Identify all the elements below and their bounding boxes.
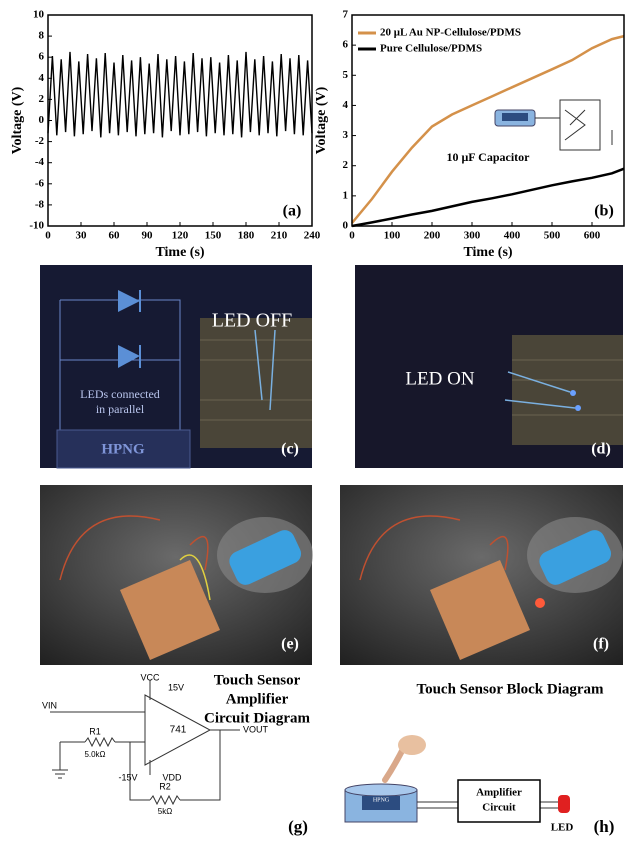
panel-label: (e) (281, 636, 299, 653)
x-tick-label: 300 (464, 230, 481, 242)
panel-label: (b) (594, 203, 614, 220)
circuit-title: Circuit Diagram (204, 710, 310, 726)
circuit-title: Amplifier (226, 691, 289, 707)
y-tick-label: -6 (35, 177, 45, 189)
circuit-label: VDD (162, 772, 182, 782)
block-label: Amplifier (476, 787, 522, 799)
y-axis-title: Voltage (V) (314, 86, 329, 154)
annotation: 10 μF Capacitor (446, 150, 530, 164)
block-label: LED (551, 822, 574, 834)
x-tick-label: 180 (238, 230, 255, 242)
circuit-label: 5.0kΩ (84, 750, 105, 759)
panel-label: (c) (281, 441, 299, 458)
y-tick-label: -4 (35, 156, 45, 168)
photo-d (355, 265, 623, 468)
series-line (351, 34, 625, 224)
x-tick-label: 90 (142, 230, 154, 242)
y-tick-label: 2 (39, 93, 45, 105)
panel-label: (d) (591, 441, 611, 458)
x-tick-label: 60 (109, 230, 121, 242)
led-off-label: LED OFF (212, 310, 293, 332)
legend-label: 20 μL Au NP-Cellulose/PDMS (380, 27, 521, 39)
x-tick-label: 100 (384, 230, 401, 242)
hpng-label: HPNG (101, 441, 145, 457)
plot-frame (47, 14, 313, 227)
x-tick-label: 120 (172, 230, 189, 242)
x-tick-label: 210 (271, 230, 288, 242)
y-axis-title: Voltage (V) (10, 86, 25, 154)
panel-label: (a) (283, 203, 302, 220)
block-diagram (344, 735, 570, 823)
circuit-label: -15V (118, 772, 137, 782)
block-label: Circuit (482, 802, 516, 814)
y-tick-label: 1 (343, 189, 349, 201)
y-tick-label: 5 (343, 69, 349, 81)
panel-label: (h) (594, 817, 615, 836)
x-tick-label: 0 (45, 230, 51, 242)
circuit-label: VIN (42, 700, 57, 710)
y-tick-label: -8 (35, 198, 45, 210)
y-tick-label: 7 (343, 9, 349, 21)
charts: 0 30 60 90 120 150 180 210 240-10-8-6-4-20246810… (10, 9, 625, 260)
circuit (50, 680, 240, 806)
photo-e (40, 485, 313, 665)
circuit-label: 741 (170, 725, 187, 736)
circuit-label: VOUT (243, 724, 269, 734)
led-caption: LEDs connected (80, 387, 160, 401)
photo-c (40, 265, 312, 469)
x-tick-label: 200 (424, 230, 441, 242)
circuit-label: 15V (168, 682, 184, 692)
y-tick-label: 0 (343, 220, 349, 232)
x-tick-label: 400 (504, 230, 521, 242)
y-tick-label: 4 (39, 72, 45, 84)
y-tick-label: -2 (35, 135, 45, 147)
x-tick-label: 240 (304, 230, 321, 242)
x-axis-title: Time (s) (463, 245, 512, 260)
legend-label: Pure Cellulose/PDMS (380, 43, 482, 55)
y-tick-label: 6 (39, 51, 45, 63)
x-tick-label: 150 (205, 230, 222, 242)
y-tick-label: 4 (343, 99, 349, 111)
circuit-label: 5kΩ (158, 807, 172, 816)
inset-circuit (494, 99, 613, 151)
y-tick-label: 6 (343, 39, 349, 51)
x-tick-label: 600 (584, 230, 601, 242)
x-axis-title: Time (s) (155, 245, 204, 260)
y-tick-label: 2 (343, 159, 349, 171)
led-on-label: LED ON (405, 368, 474, 389)
panel-label: (g) (288, 817, 308, 836)
circuit-title: Touch Sensor (214, 672, 301, 688)
x-tick-label: 30 (76, 230, 88, 242)
panel-label: (f) (593, 636, 609, 653)
y-tick-label: -10 (29, 220, 44, 232)
photo-f (340, 485, 623, 665)
plot-frame (351, 14, 625, 227)
led-caption: in parallel (96, 402, 145, 416)
y-tick-label: 3 (343, 129, 349, 141)
block-title: Touch Sensor Block Diagram (416, 681, 604, 697)
series-line (47, 51, 313, 138)
x-tick-label: 500 (544, 230, 561, 242)
circuit-label: R2 (159, 781, 171, 791)
y-tick-label: 10 (33, 9, 45, 21)
circuit-label: VCC (140, 672, 160, 682)
circuit-label: R1 (89, 726, 101, 736)
y-tick-label: 0 (39, 114, 45, 126)
y-tick-label: 8 (39, 30, 45, 42)
series-line (351, 167, 625, 228)
block-label: HPNG (373, 797, 390, 803)
x-tick-label: 0 (349, 230, 355, 242)
